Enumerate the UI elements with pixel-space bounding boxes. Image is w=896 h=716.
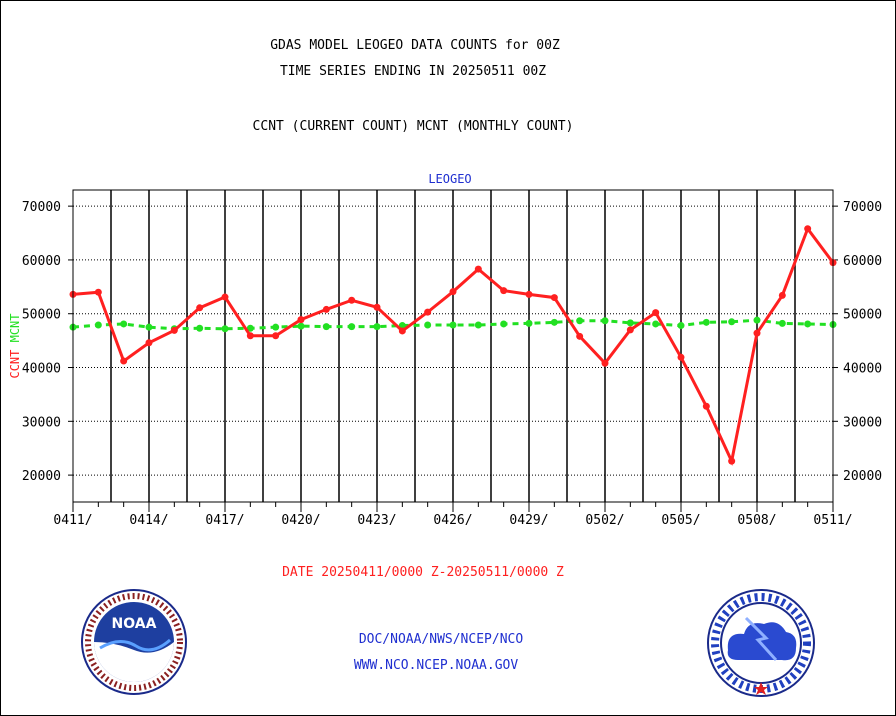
date-range-label: DATE 20250411/0000 Z-20250511/0000 Z <box>282 565 564 580</box>
mcnt-data-point <box>525 319 533 327</box>
ccnt-data-point <box>778 291 786 299</box>
chart-title-line-2: TIME SERIES ENDING IN 20250511 00Z <box>279 64 547 79</box>
y-tick-label-left: 30000 <box>22 415 61 430</box>
noaa-logo-text: NOAA <box>112 616 157 632</box>
chart-title-line-1: GDAS MODEL LEOGEO DATA COUNTS for 00Z <box>270 38 560 53</box>
mcnt-data-point <box>576 317 584 325</box>
ccnt-data-point <box>398 327 406 335</box>
ccnt-data-point <box>525 290 533 298</box>
mcnt-data-point <box>424 321 432 329</box>
nws-logo <box>707 589 815 697</box>
ccnt-data-point <box>120 357 128 365</box>
mcnt-data-point <box>221 325 229 333</box>
x-tick-label: 0505/ <box>661 513 700 528</box>
mcnt-data-point <box>196 324 204 332</box>
y-tick-label-left: 40000 <box>22 362 61 377</box>
y-tick-label-right: 30000 <box>843 415 882 430</box>
ccnt-data-point <box>170 326 178 334</box>
x-tick-label: 0423/ <box>357 513 396 528</box>
y-axis-label: CCNT MCNT <box>8 313 22 378</box>
y-tick-label-left: 50000 <box>22 308 61 323</box>
x-tick-label: 0420/ <box>281 513 320 528</box>
mcnt-data-point <box>753 316 761 324</box>
panel-title: LEOGEO <box>428 172 471 186</box>
x-tick-label: 0411/ <box>53 513 92 528</box>
mcnt-data-point <box>246 324 254 332</box>
footer-agency-path: DOC/NOAA/NWS/NCEP/NCO <box>358 632 524 647</box>
mcnt-data-point <box>474 321 482 329</box>
ccnt-data-point <box>424 308 432 316</box>
x-tick-label: 0417/ <box>205 513 244 528</box>
mcnt-data-point <box>677 322 685 330</box>
chart-title-line-3: CCNT (CURRENT COUNT) MCNT (MONTHLY COUNT… <box>252 119 574 134</box>
y-tick-label-right: 20000 <box>843 469 882 484</box>
mcnt-data-point <box>145 323 153 331</box>
mcnt-data-point <box>297 322 305 330</box>
mcnt-data-point <box>652 320 660 328</box>
ccnt-data-point <box>677 353 685 361</box>
mcnt-data-point <box>322 323 330 331</box>
y-tick-label-right: 60000 <box>843 254 882 269</box>
ccnt-data-point <box>550 294 558 302</box>
ccnt-data-point <box>626 326 634 334</box>
ccnt-data-point <box>702 402 710 410</box>
ccnt-data-point <box>728 457 736 465</box>
x-tick-label: 0426/ <box>433 513 472 528</box>
ccnt-data-point <box>297 316 305 324</box>
y-tick-label-right: 70000 <box>843 200 882 215</box>
mcnt-data-point <box>373 323 381 331</box>
x-tick-label: 0511/ <box>813 513 852 528</box>
ccnt-data-point <box>348 296 356 304</box>
mcnt-data-point <box>550 318 558 326</box>
plot-border <box>72 189 834 503</box>
mcnt-data-point <box>272 323 280 331</box>
ccnt-data-point <box>196 304 204 312</box>
mcnt-data-point <box>120 320 128 328</box>
x-tick-label: 0429/ <box>509 513 548 528</box>
mcnt-data-point <box>348 323 356 331</box>
ccnt-data-point <box>804 225 812 233</box>
ccnt-data-point <box>221 293 229 301</box>
mcnt-data-point <box>500 320 508 328</box>
noaa-logo: NOAA <box>81 589 187 695</box>
ccnt-series-layer <box>69 225 837 466</box>
ccnt-data-point <box>652 309 660 317</box>
mcnt-data-point <box>626 319 634 327</box>
mcnt-data-point <box>804 320 812 328</box>
mcnt-data-point <box>449 321 457 329</box>
mcnt-data-point <box>702 318 710 326</box>
mcnt-data-point <box>601 317 609 325</box>
ccnt-data-point <box>500 287 508 295</box>
x-tick-label: 0414/ <box>129 513 168 528</box>
ccnt-data-point <box>753 329 761 337</box>
ccnt-data-point <box>373 303 381 311</box>
ccnt-data-point <box>145 339 153 347</box>
y-tick-label-right: 40000 <box>843 362 882 377</box>
y-tick-label-left: 20000 <box>22 469 61 484</box>
x-tick-label: 0502/ <box>585 513 624 528</box>
ccnt-data-point <box>449 288 457 296</box>
ccnt-data-point <box>474 265 482 273</box>
y-axis-label-ccnt: CCNT <box>8 342 22 378</box>
y-axis-label-mcnt: MCNT <box>8 313 22 342</box>
ccnt-data-point <box>322 305 330 313</box>
grid-layer <box>68 190 838 512</box>
mcnt-data-point <box>728 318 736 326</box>
ccnt-data-point <box>94 288 102 296</box>
y-tick-label-left: 60000 <box>22 254 61 269</box>
ccnt-data-point <box>272 332 280 340</box>
mcnt-data-point <box>778 319 786 327</box>
label-layer: 20000 20000 30000 30000 40000 40000 50000 50000… <box>8 172 882 528</box>
y-tick-label-left: 70000 <box>22 200 61 215</box>
x-tick-label: 0508/ <box>737 513 776 528</box>
ccnt-data-point <box>601 359 609 367</box>
footer-website: WWW.NCO.NCEP.NOAA.GOV <box>353 658 519 673</box>
mcnt-data-point <box>94 321 102 329</box>
y-tick-label-right: 50000 <box>843 308 882 323</box>
ccnt-data-point <box>576 332 584 340</box>
ccnt-data-point <box>246 332 254 340</box>
